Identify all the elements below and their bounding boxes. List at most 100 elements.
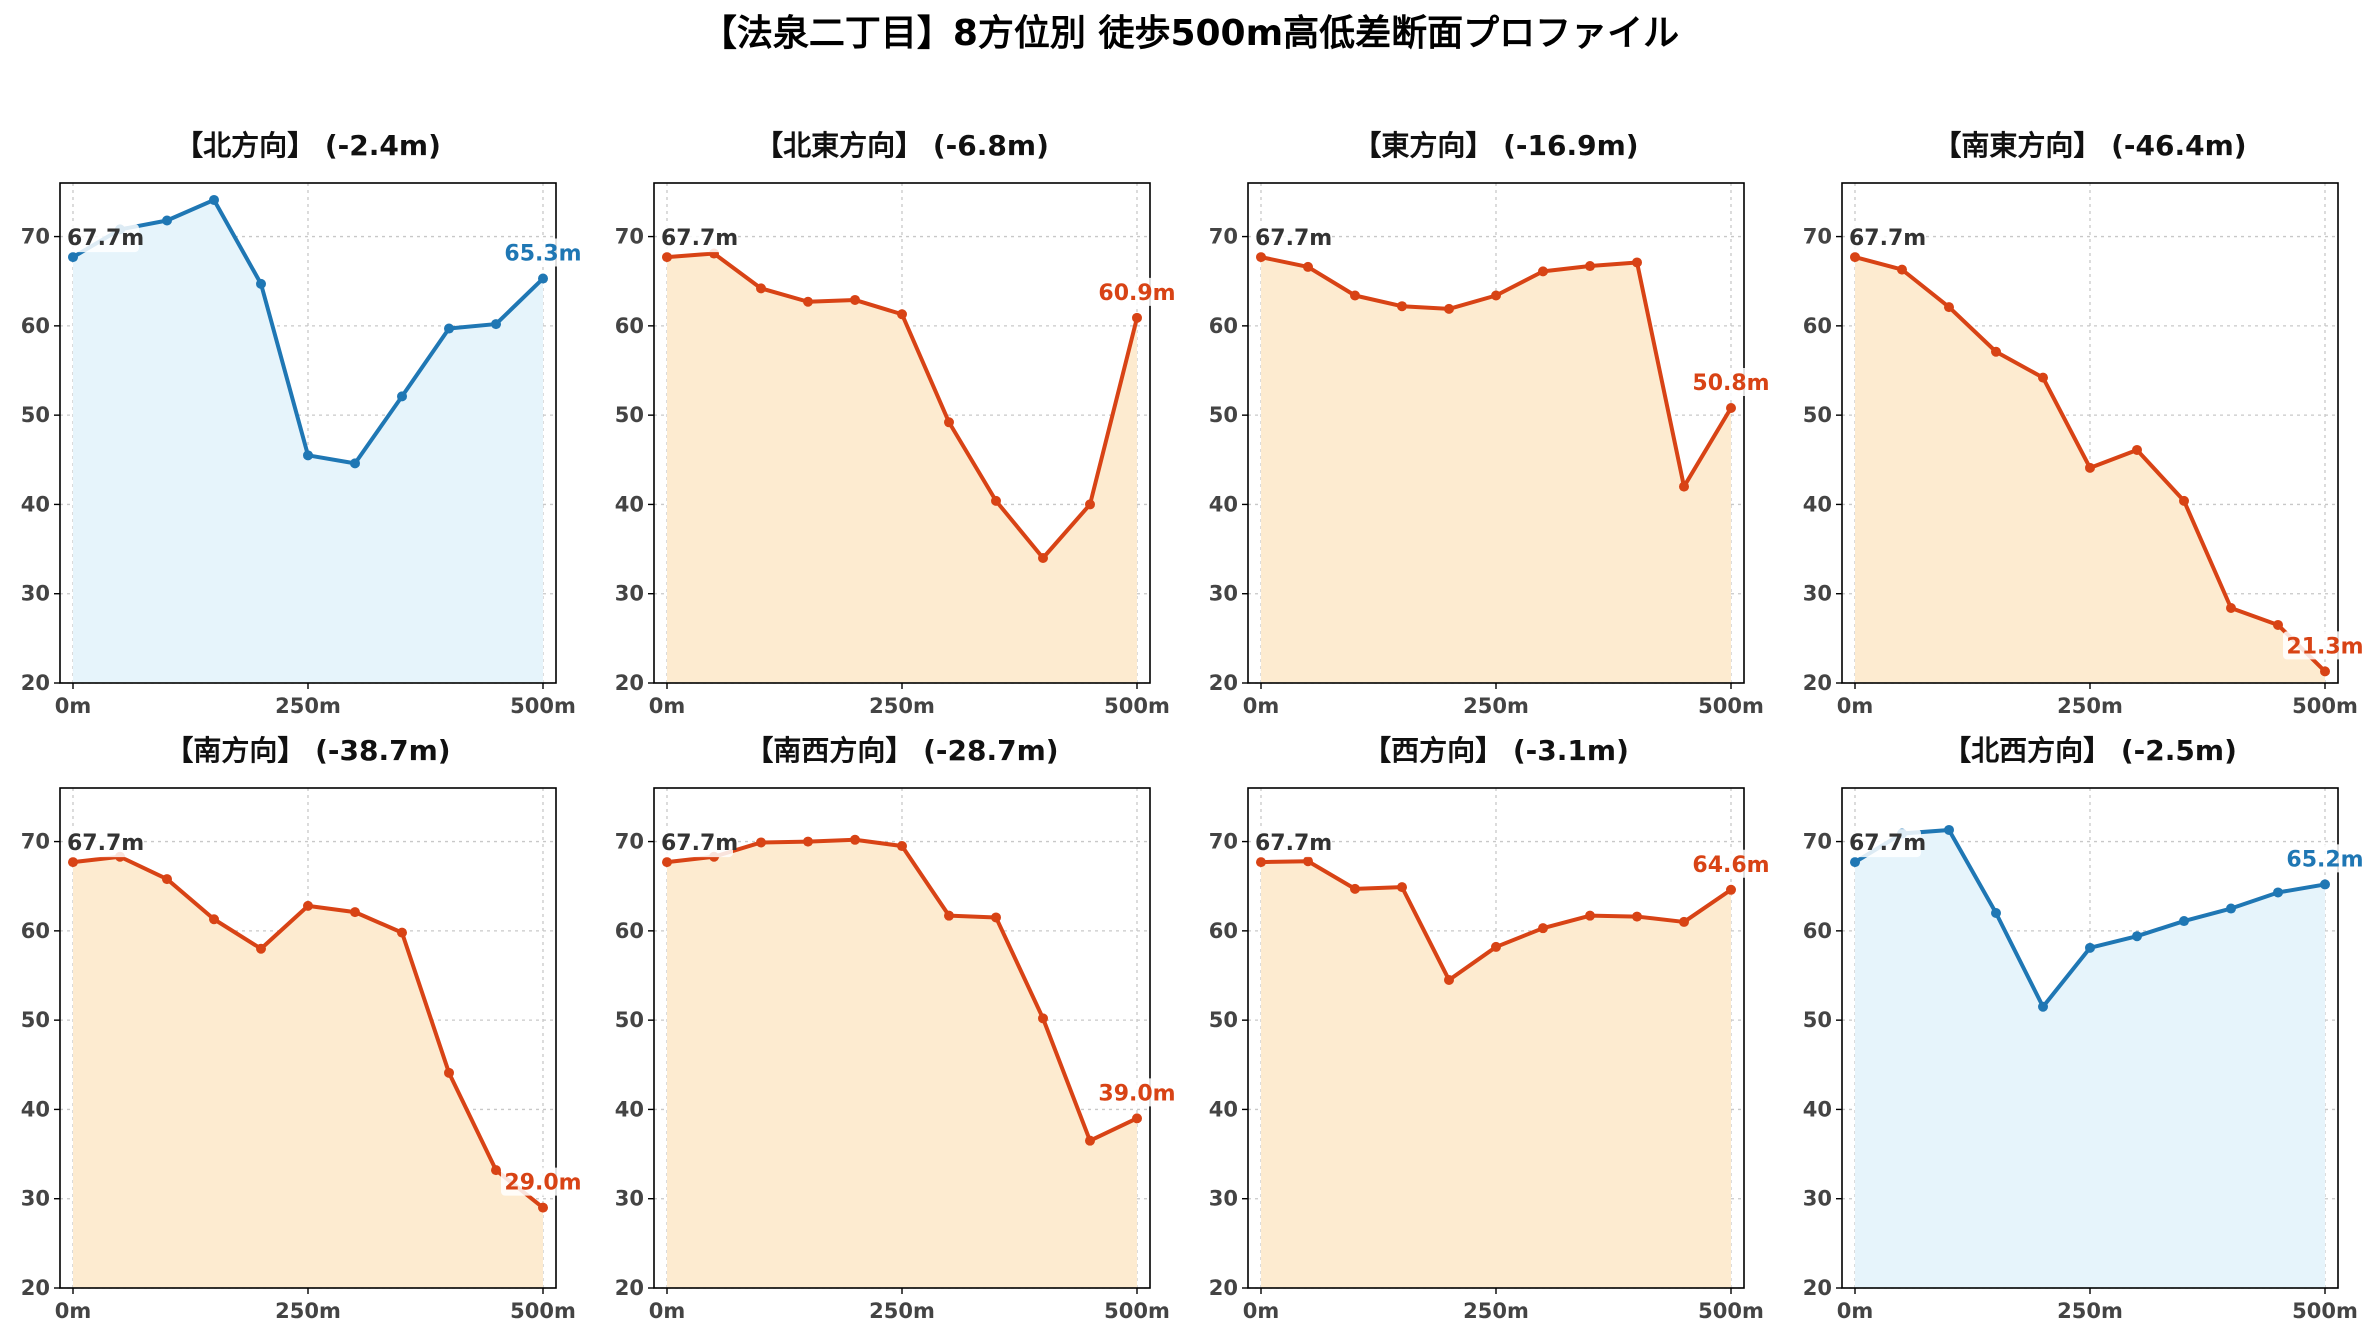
y-tick-label: 20 (615, 1276, 644, 1300)
data-point (1632, 911, 1642, 922)
data-point (1850, 857, 1860, 868)
data-point (1991, 346, 2001, 357)
data-point (1256, 857, 1266, 868)
y-tick-label: 30 (1803, 1187, 1832, 1211)
y-tick-label: 70 (1803, 830, 1832, 854)
elevation-area (1855, 829, 2325, 1288)
y-tick-label: 50 (1803, 403, 1832, 427)
x-tick-label: 0m (1243, 694, 1280, 718)
y-tick-label: 70 (21, 225, 50, 249)
chart-panel: 【南方向】 (-38.7m) 20 30 40 50 60 70 0m 250m 500m 67.7… (21, 734, 585, 1323)
panel-title: 【南東方向】 (-46.4m) (1933, 129, 2246, 162)
data-point (444, 323, 454, 334)
chart-panel: 【南西方向】 (-28.7m) 20 30 40 50 60 70 0m 250m 500m 67.… (615, 734, 1179, 1323)
data-point (162, 215, 172, 226)
data-point (209, 194, 219, 205)
elevation-area (73, 199, 543, 683)
data-point (1679, 481, 1689, 492)
y-tick-label: 40 (615, 492, 644, 516)
data-point (1132, 312, 1142, 323)
y-tick-label: 40 (1803, 1097, 1832, 1121)
x-tick-label: 250m (869, 1299, 935, 1323)
y-tick-label: 20 (1209, 1276, 1238, 1300)
data-point (1085, 1135, 1095, 1146)
y-tick-label: 50 (1209, 1008, 1238, 1032)
start-label-background (657, 224, 733, 253)
x-tick-label: 250m (2057, 694, 2123, 718)
x-tick-label: 250m (1463, 1299, 1529, 1323)
data-point (1726, 884, 1736, 895)
y-tick-label: 30 (615, 1187, 644, 1211)
x-tick-label: 0m (649, 1299, 686, 1323)
y-tick-label: 20 (1209, 671, 1238, 695)
data-point (1538, 266, 1548, 277)
panel-title: 【北東方向】 (-6.8m) (755, 129, 1049, 162)
data-point (444, 1067, 454, 1078)
x-tick-label: 500m (1104, 694, 1170, 718)
data-point (1038, 553, 1048, 563)
data-point (2320, 666, 2330, 677)
data-point (209, 914, 219, 925)
chart-panel: 【北西方向】 (-2.5m) 20 30 40 50 60 70 0m 250m 500m 67.7… (1803, 734, 2367, 1323)
start-elevation-label: 67.7m (67, 226, 144, 251)
y-tick-label: 40 (615, 1097, 644, 1121)
chart-panel: 【西方向】 (-3.1m) 20 30 40 50 60 70 0m 250m 500m 67.7m… (1209, 734, 1773, 1323)
end-elevation-label: 65.2m (2286, 847, 2363, 872)
y-tick-label: 30 (21, 1187, 50, 1211)
data-point (803, 296, 813, 307)
data-point (1256, 252, 1266, 263)
data-point (1444, 303, 1454, 314)
y-tick-label: 60 (615, 314, 644, 338)
data-point (991, 912, 1001, 923)
data-point (662, 857, 672, 868)
x-tick-label: 500m (510, 694, 576, 718)
chart-panel: 【南東方向】 (-46.4m) 20 30 40 50 60 70 0m 250m 500m 67.… (1803, 129, 2367, 718)
end-elevation-label: 39.0m (1098, 1081, 1175, 1106)
start-label-background (1845, 829, 1921, 858)
data-point (350, 458, 360, 469)
y-tick-label: 70 (615, 830, 644, 854)
data-point (68, 857, 78, 868)
y-tick-label: 60 (1803, 314, 1832, 338)
y-tick-label: 50 (1803, 1008, 1832, 1032)
data-point (2038, 372, 2048, 383)
start-elevation-label: 67.7m (1849, 831, 1926, 856)
start-label-background (63, 224, 139, 253)
y-tick-label: 60 (1803, 919, 1832, 943)
elevation-area (73, 856, 543, 1288)
y-tick-label: 20 (1803, 671, 1832, 695)
data-point (1944, 302, 1954, 313)
data-point (1132, 1113, 1142, 1124)
data-point (662, 252, 672, 263)
y-tick-label: 60 (21, 919, 50, 943)
elevation-area (667, 253, 1137, 684)
x-tick-label: 500m (1698, 1299, 1764, 1323)
y-tick-label: 40 (1209, 1097, 1238, 1121)
y-tick-label: 20 (21, 671, 50, 695)
data-point (1850, 252, 1860, 263)
data-point (1038, 1013, 1048, 1024)
end-elevation-label: 50.8m (1692, 371, 1769, 396)
data-point (2179, 495, 2189, 506)
y-tick-label: 50 (21, 403, 50, 427)
x-tick-label: 0m (649, 694, 686, 718)
end-label-background (2283, 844, 2367, 873)
x-tick-label: 500m (2292, 694, 2358, 718)
data-point (1679, 916, 1689, 927)
data-point (2085, 462, 2095, 473)
end-label-background (2283, 631, 2367, 660)
start-label-background (657, 829, 733, 858)
data-point (944, 417, 954, 428)
x-tick-label: 500m (2292, 1299, 2358, 1323)
data-point (850, 834, 860, 845)
start-elevation-label: 67.7m (1255, 226, 1332, 251)
data-point (1944, 824, 1954, 835)
elevation-area (1261, 861, 1731, 1288)
panel-title: 【北方向】 (-2.4m) (175, 129, 441, 162)
data-point (944, 910, 954, 921)
y-tick-label: 70 (21, 830, 50, 854)
x-tick-label: 250m (275, 1299, 341, 1323)
data-point (162, 874, 172, 885)
